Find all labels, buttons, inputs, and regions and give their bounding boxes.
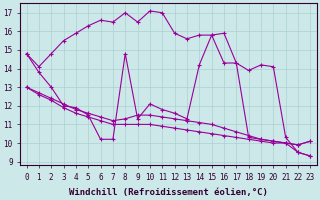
X-axis label: Windchill (Refroidissement éolien,°C): Windchill (Refroidissement éolien,°C) bbox=[69, 188, 268, 197]
